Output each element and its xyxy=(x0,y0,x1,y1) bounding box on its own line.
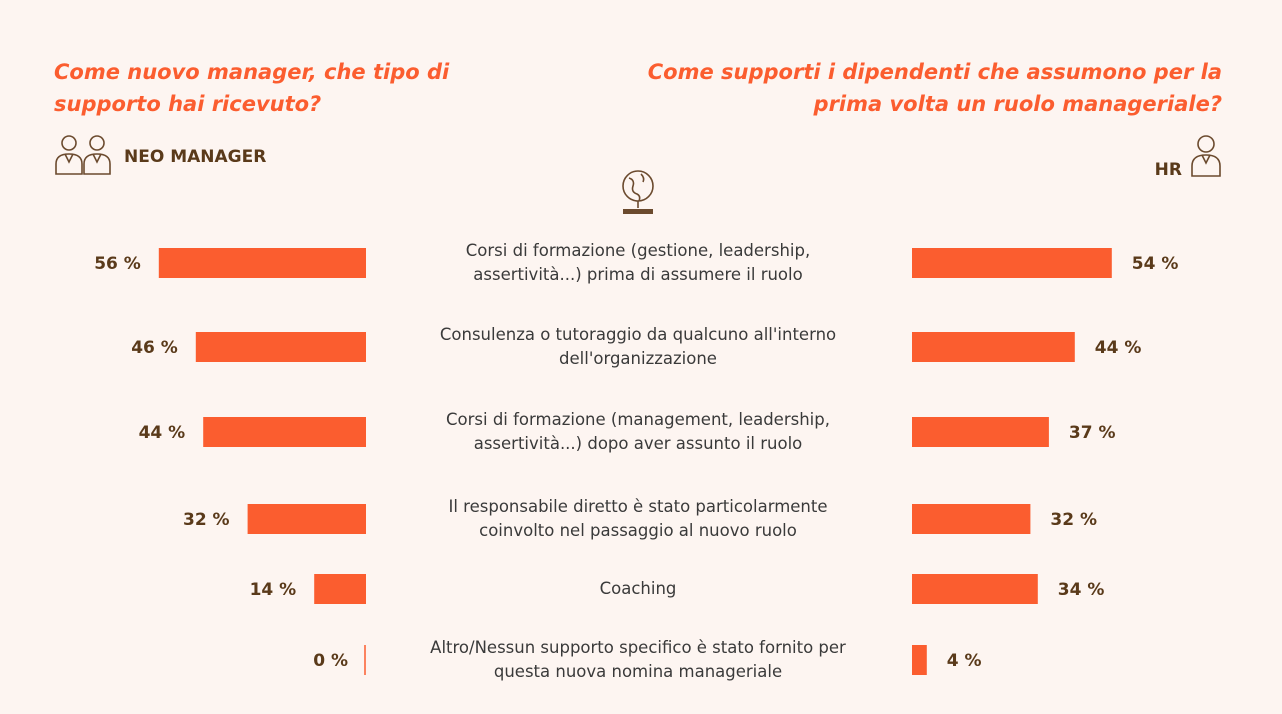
category-label-line: coinvolto nel passaggio al nuovo ruolo xyxy=(479,521,797,540)
left-question: Come nuovo manager, che tipo di supporto… xyxy=(54,60,450,116)
value-label-neo-manager-5: 0 % xyxy=(313,651,348,671)
bar-hr-0 xyxy=(912,248,1112,278)
value-label-neo-manager-1: 46 % xyxy=(131,338,178,358)
value-label-neo-manager-3: 32 % xyxy=(183,510,230,530)
bar-hr-3 xyxy=(912,504,1031,534)
category-label-line: Corsi di formazione (management, leaders… xyxy=(446,410,830,429)
person-icon xyxy=(1190,134,1222,182)
category-label-line: Coaching xyxy=(599,579,677,598)
value-label-neo-manager-4: 14 % xyxy=(250,580,297,600)
category-label-line: Consulenza o tutoraggio da qualcuno all'… xyxy=(439,325,837,344)
bar-hr-4 xyxy=(912,574,1038,604)
value-label-neo-manager-2: 44 % xyxy=(139,423,186,443)
category-label-line: assertività...) prima di assumere il ruo… xyxy=(473,265,803,284)
value-label-hr-2: 37 % xyxy=(1069,423,1116,443)
category-label-0: Corsi di formazione (gestione, leadershi… xyxy=(388,239,888,287)
category-label-line: questa nuova nomina manageriale xyxy=(493,662,783,681)
category-label-line: Corsi di formazione (gestione, leadershi… xyxy=(465,241,811,260)
hr-label: HR xyxy=(1154,160,1182,180)
bar-hr-5 xyxy=(912,645,927,675)
bar-hr-1 xyxy=(912,332,1075,362)
right-question: Come supporti i dipendenti che assumono … xyxy=(647,60,1222,116)
neo-manager-header: NEO MANAGER xyxy=(54,134,266,180)
bar-neo-manager-3 xyxy=(247,504,366,534)
category-label-2: Corsi di formazione (management, leaders… xyxy=(388,408,888,456)
bar-neo-manager-0 xyxy=(158,248,366,278)
trophy-globe-icon xyxy=(617,168,659,220)
category-label-line: dell'organizzazione xyxy=(559,349,717,368)
category-label-line: assertività...) dopo aver assunto il ruo… xyxy=(473,434,803,453)
category-label-3: Il responsabile diretto è stato particol… xyxy=(388,495,888,543)
value-label-hr-4: 34 % xyxy=(1058,580,1105,600)
hr-header: HR xyxy=(1155,134,1222,182)
bar-neo-manager-2 xyxy=(203,417,366,447)
bar-neo-manager-4 xyxy=(314,574,366,604)
value-label-hr-5: 4 % xyxy=(947,651,982,671)
bar-hr-2 xyxy=(912,417,1049,447)
category-label-line: Il responsabile diretto è stato particol… xyxy=(448,497,828,516)
category-label-line: Altro/Nessun supporto specifico è stato … xyxy=(430,638,846,657)
category-label-1: Consulenza o tutoraggio da qualcuno all'… xyxy=(388,323,888,371)
category-label-4: Coaching xyxy=(388,577,888,601)
neo-manager-label: NEO MANAGER xyxy=(124,147,267,167)
category-label-5: Altro/Nessun supporto specifico è stato … xyxy=(388,636,888,684)
value-label-hr-3: 32 % xyxy=(1050,510,1097,530)
value-label-hr-0: 54 % xyxy=(1132,254,1179,274)
value-label-hr-1: 44 % xyxy=(1095,338,1142,358)
bar-neo-manager-1 xyxy=(195,332,366,362)
two-people-icon xyxy=(54,134,112,180)
value-label-neo-manager-0: 56 % xyxy=(94,254,141,274)
